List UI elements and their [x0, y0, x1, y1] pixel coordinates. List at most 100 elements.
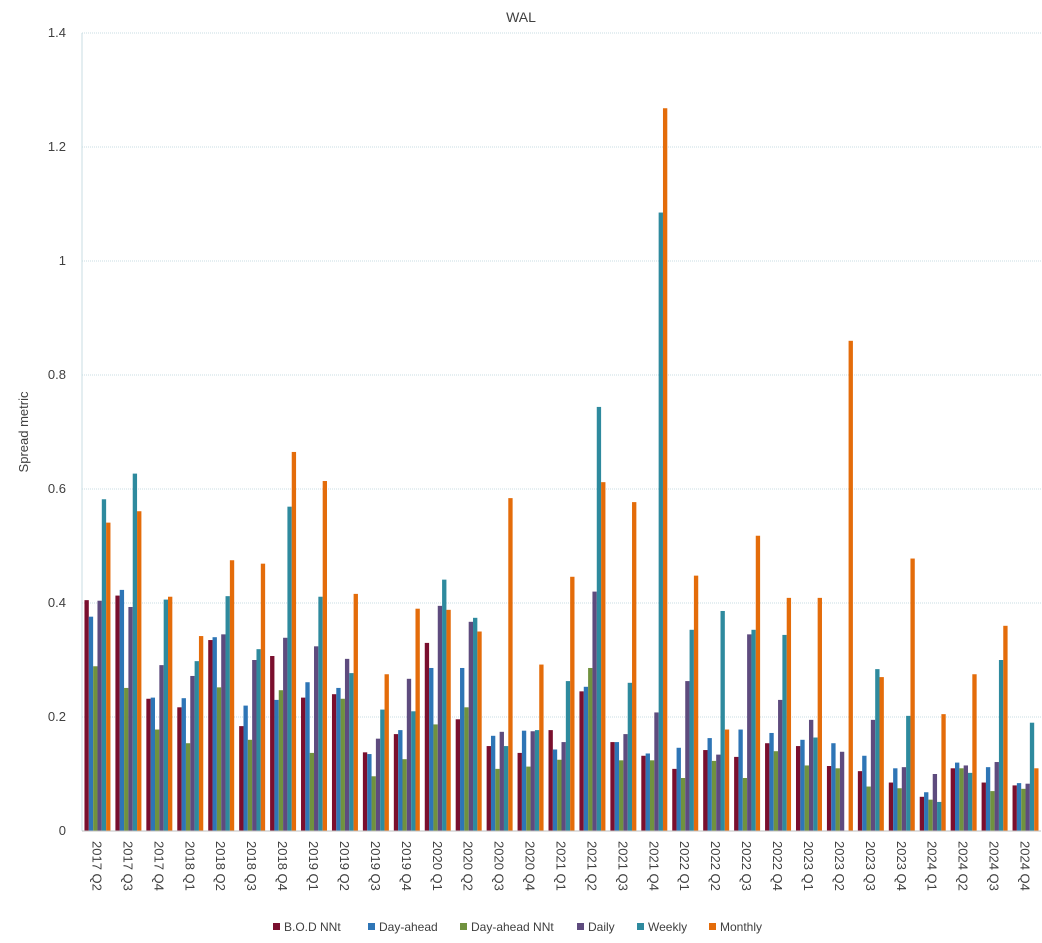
bar [552, 749, 558, 831]
bar [406, 678, 412, 831]
y-tick-label: 1 [59, 253, 66, 268]
series-daily [97, 591, 1030, 831]
bar [795, 746, 801, 831]
series-day-ahead [88, 589, 1022, 831]
bar [879, 677, 884, 831]
bar [685, 681, 690, 831]
bar [433, 724, 438, 831]
legend-label: Monthly [720, 920, 762, 934]
bar [557, 759, 562, 831]
bar [216, 687, 222, 831]
bar [473, 617, 478, 831]
legend: B.O.D NNt Day-ahead Day-ahead NNt Daily Week… [273, 920, 762, 934]
bar [177, 707, 182, 831]
bar [477, 631, 482, 831]
x-tick-label: 2023 Q1 [801, 841, 816, 891]
bar [870, 719, 876, 831]
legend-swatch [460, 923, 467, 930]
x-tick-label: 2019 Q4 [399, 841, 414, 891]
bar [769, 732, 774, 831]
bar [119, 589, 125, 831]
bar [344, 658, 350, 831]
bar [278, 690, 284, 831]
bar [862, 755, 867, 831]
bar [716, 754, 721, 831]
bar [689, 629, 694, 831]
legend-label: Weekly [648, 920, 687, 934]
bar [654, 712, 659, 831]
x-tick-label: 2022 Q4 [770, 841, 785, 891]
legend-item: Day-ahead NNt [460, 920, 554, 934]
bar [963, 765, 968, 831]
y-tick-label: 0.2 [48, 709, 66, 724]
x-tick-label: 2023 Q2 [832, 841, 847, 891]
bar [411, 711, 416, 831]
bar [185, 743, 191, 831]
bar [592, 591, 597, 831]
bar [910, 558, 915, 831]
bar [985, 767, 991, 831]
bar [97, 600, 102, 831]
bar [371, 776, 376, 831]
bar [658, 212, 663, 832]
bar [336, 687, 341, 831]
bar [645, 753, 650, 831]
bar [340, 698, 345, 831]
legend-label: Day-ahead NNt [471, 920, 554, 934]
bar [115, 595, 120, 831]
bar [530, 731, 535, 831]
bar [888, 782, 894, 831]
bar [857, 771, 863, 831]
bar [972, 674, 977, 831]
x-tick-label: 2018 Q4 [275, 841, 290, 891]
bar [866, 786, 871, 831]
bar [755, 535, 761, 831]
bar [208, 640, 213, 831]
x-tick-label: 2017 Q3 [120, 841, 135, 891]
bar [565, 681, 571, 831]
x-tick-label: 2018 Q3 [244, 841, 259, 891]
x-tick-label: 2023 Q3 [863, 841, 878, 891]
bar [181, 698, 186, 831]
bar [93, 666, 98, 831]
bar [101, 499, 107, 831]
bar [291, 451, 297, 831]
x-tick-label: 2020 Q2 [461, 841, 476, 891]
x-tick-label: 2017 Q2 [89, 841, 104, 891]
bar [159, 665, 164, 831]
bar [1029, 722, 1035, 831]
bar [490, 735, 496, 831]
x-tick-label: 2017 Q4 [151, 841, 166, 891]
bar [212, 637, 217, 831]
bar [680, 777, 686, 831]
bar [468, 621, 474, 831]
bar [247, 739, 253, 831]
bar [375, 738, 381, 831]
bar [539, 664, 544, 831]
bar [398, 730, 403, 831]
bar [124, 687, 129, 831]
bar [835, 768, 840, 831]
bar [455, 719, 461, 831]
legend-item: Monthly [709, 920, 762, 934]
bar [751, 629, 756, 831]
y-tick-label: 0.8 [48, 367, 66, 382]
bar [287, 506, 292, 831]
x-tick-label: 2020 Q4 [523, 841, 538, 891]
bar [649, 760, 655, 831]
bar [155, 729, 160, 831]
bar [804, 765, 809, 831]
bar [1012, 785, 1017, 831]
series-day-ahead-nnt [93, 666, 1026, 831]
legend-label: B.O.D NNt [284, 920, 341, 934]
bar [1003, 625, 1008, 831]
bar [424, 642, 430, 831]
y-tick-label: 0.6 [48, 481, 66, 496]
bar [693, 575, 699, 831]
bar [252, 660, 257, 831]
bars [84, 108, 1039, 832]
y-tick-label: 0.4 [48, 595, 66, 610]
bar [583, 686, 589, 831]
x-tick-label: 2018 Q2 [213, 841, 228, 891]
